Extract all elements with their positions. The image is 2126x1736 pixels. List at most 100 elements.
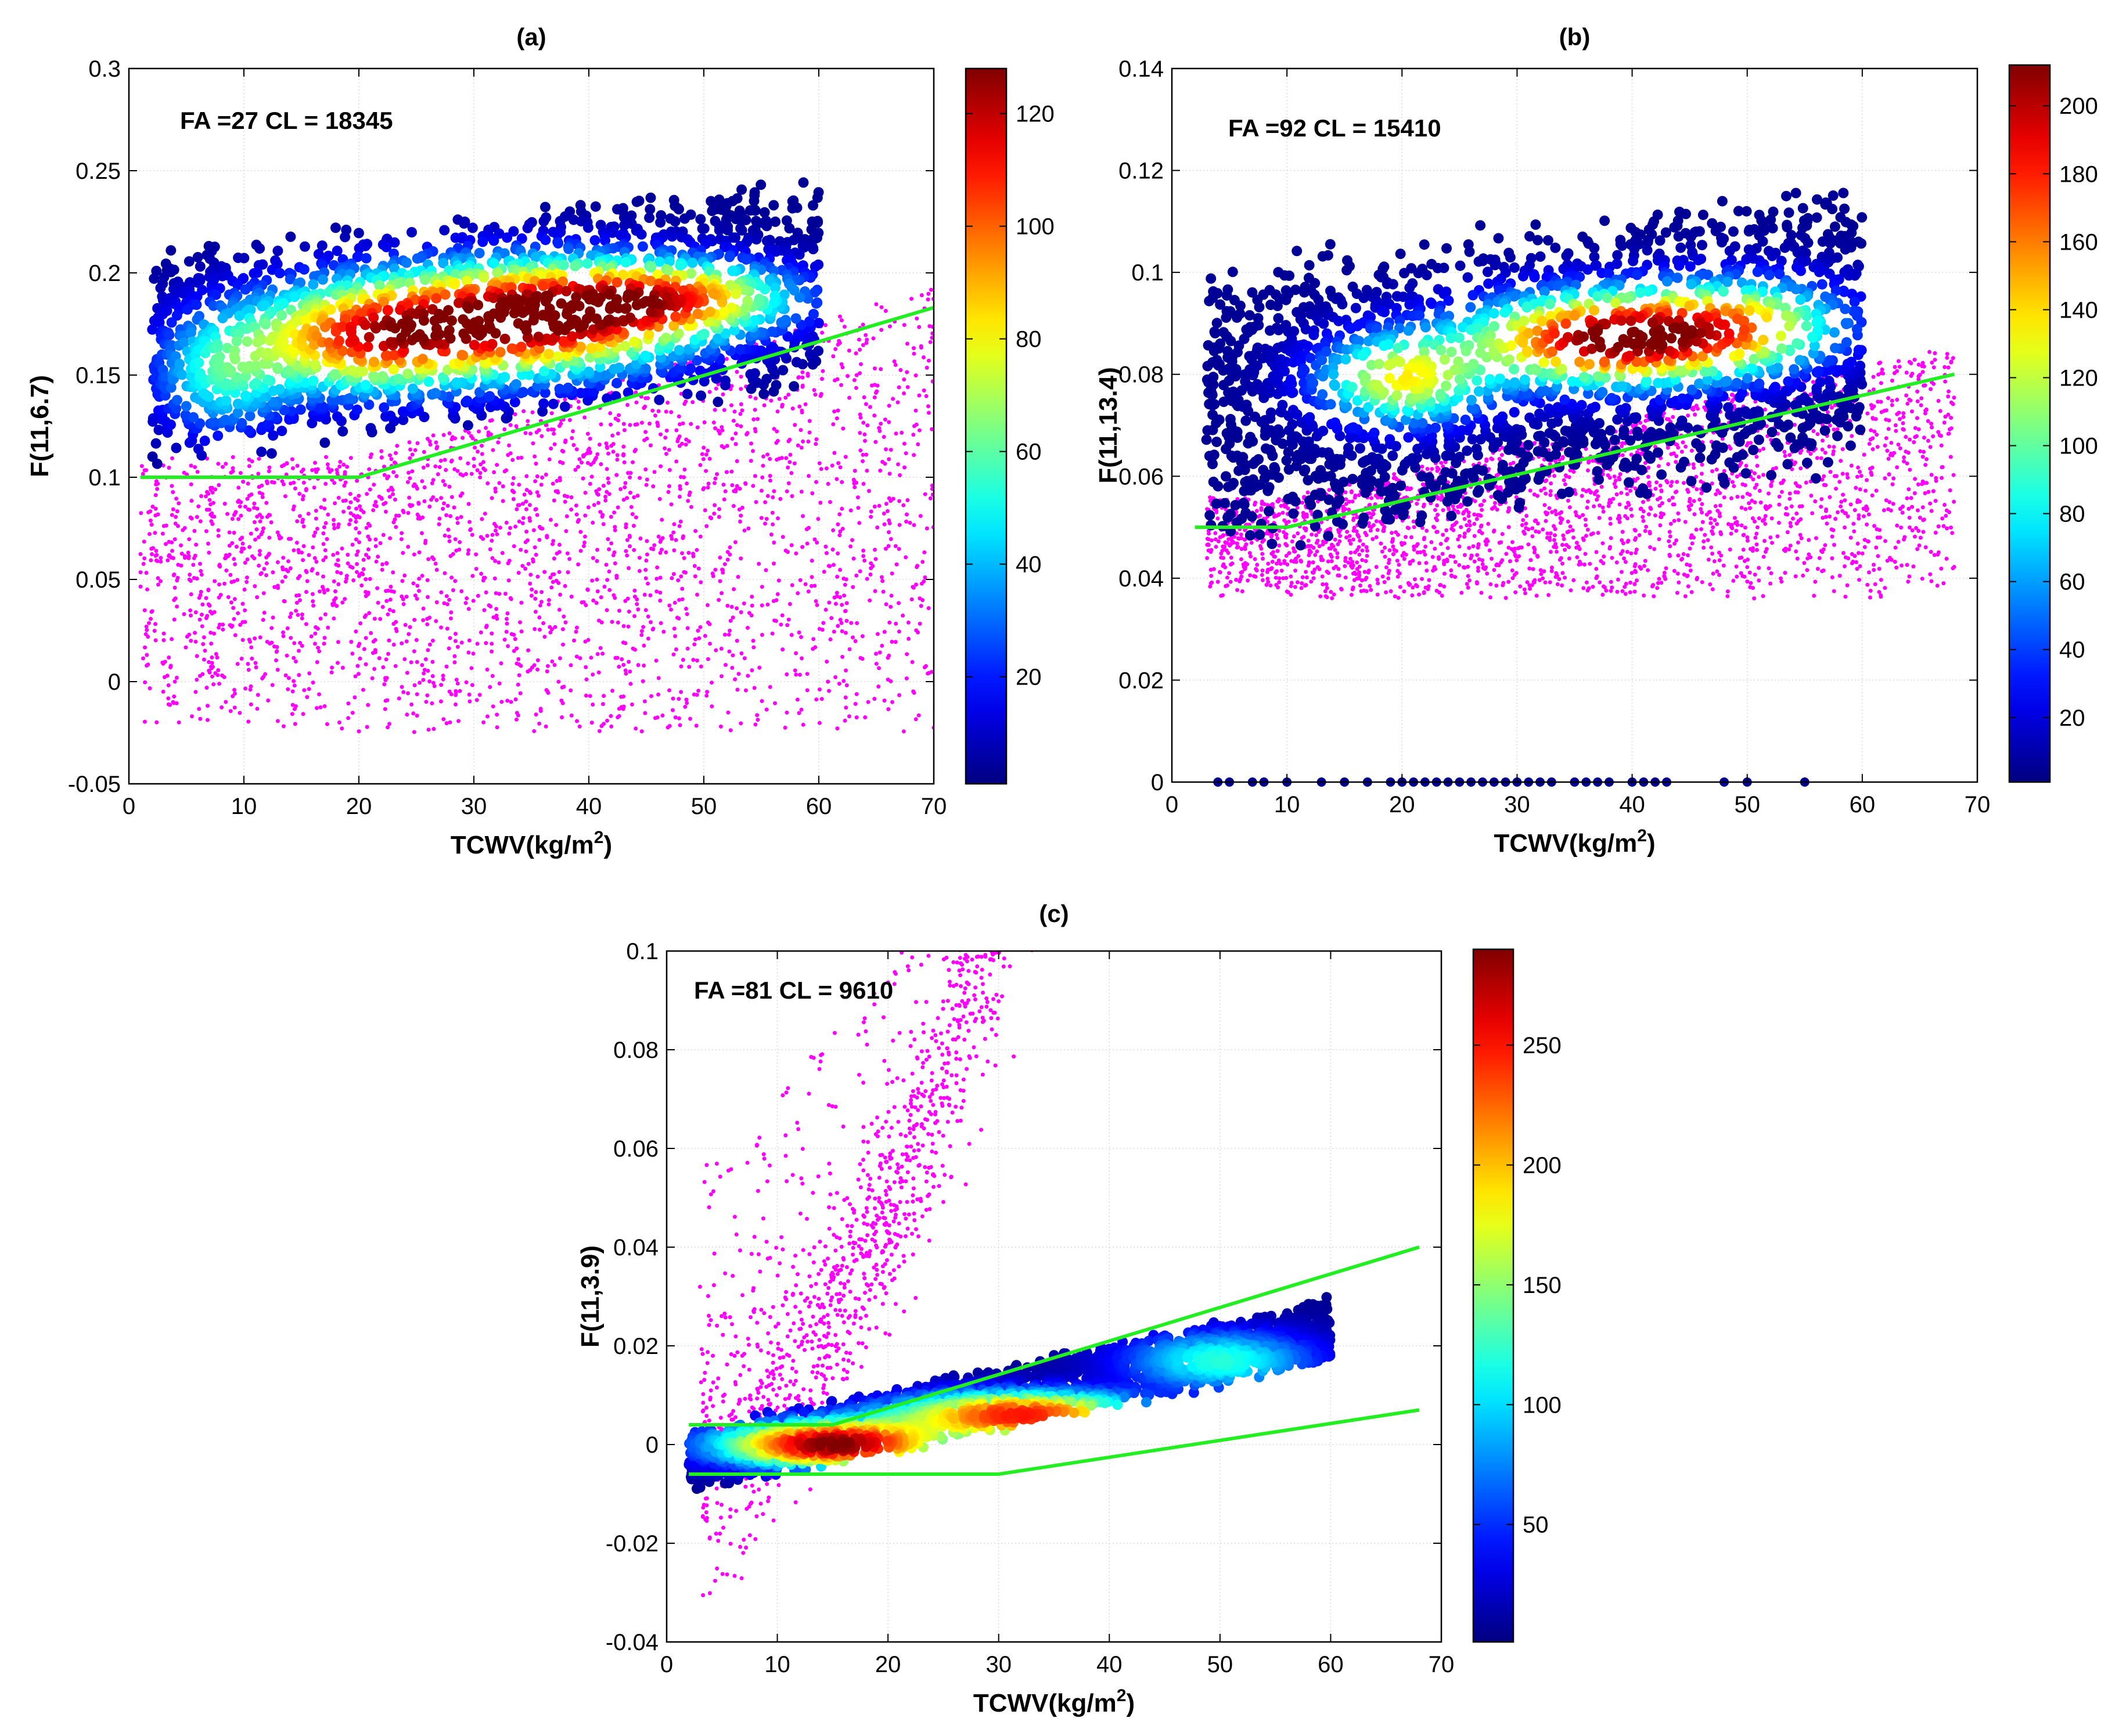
y-tick-label: -0.05 (68, 772, 121, 797)
density-point (652, 269, 663, 280)
scatter-point (364, 525, 369, 530)
scatter-point (537, 721, 542, 726)
scatter-point (636, 607, 641, 612)
scatter-point (606, 481, 611, 485)
scatter-point (720, 425, 724, 430)
scatter-point (212, 631, 217, 636)
scatter-point (441, 433, 446, 437)
scatter-point (505, 617, 509, 621)
scatter-point (652, 543, 657, 548)
scatter-point (210, 661, 214, 665)
density-point (636, 229, 647, 240)
scatter-point (1688, 568, 1693, 573)
density-point (263, 418, 274, 429)
scatter-point (735, 639, 739, 643)
density-point (590, 201, 601, 212)
scatter-point (661, 629, 666, 634)
scatter-point (819, 697, 824, 701)
scatter-point (442, 601, 447, 606)
density-point (310, 359, 321, 370)
scatter-point (693, 574, 697, 579)
scatter-point (538, 603, 542, 608)
scatter-point (789, 471, 794, 476)
scatter-point (334, 562, 339, 567)
scatter-point (797, 630, 801, 635)
scatter-point (413, 448, 418, 452)
scatter-point (322, 498, 327, 502)
density-point (794, 292, 805, 303)
scatter-point (798, 578, 803, 582)
scatter-point (601, 522, 606, 527)
scatter-point (843, 582, 847, 587)
colorbar-tick-label: 100 (1016, 214, 1055, 240)
scatter-point (458, 689, 462, 693)
scatter-point (532, 729, 537, 733)
density-point (379, 402, 390, 413)
scatter-point (549, 446, 553, 451)
scatter-point (720, 428, 725, 433)
density-point (704, 307, 715, 318)
scatter-point (332, 481, 337, 485)
density-point (586, 343, 597, 354)
scatter-point (518, 620, 522, 625)
scatter-point (174, 701, 179, 705)
scatter-point (484, 590, 488, 595)
scatter-point (660, 536, 665, 541)
scatter-point (880, 579, 885, 584)
scatter-point (595, 589, 600, 593)
scatter-point (669, 410, 674, 415)
scatter-point (891, 397, 895, 401)
scatter-point (609, 724, 614, 729)
density-point (337, 321, 348, 332)
scatter-point (517, 519, 521, 524)
scatter-point (469, 666, 474, 671)
scatter-point (800, 656, 804, 661)
scatter-point (598, 510, 603, 514)
scatter-point (393, 498, 397, 502)
density-point (479, 272, 490, 283)
scatter-point (679, 574, 684, 579)
density-point (220, 415, 231, 426)
density-point (389, 237, 400, 248)
scatter-point (911, 585, 916, 590)
density-point (600, 235, 610, 246)
scatter-point (850, 538, 854, 542)
density-point (495, 347, 506, 358)
scatter-point (391, 609, 395, 614)
scatter-point (760, 633, 764, 637)
scatter-point (520, 521, 525, 525)
density-point (776, 317, 787, 328)
density-point (595, 362, 606, 373)
scatter-point (685, 646, 690, 651)
scatter-point (502, 427, 507, 431)
scatter-point (614, 473, 619, 477)
scatter-point (378, 541, 383, 545)
scatter-point (904, 512, 909, 517)
density-point (560, 401, 570, 412)
scatter-point (490, 418, 494, 423)
scatter-point (202, 635, 206, 640)
scatter-point (790, 494, 794, 498)
density-point (361, 253, 372, 264)
scatter-point (297, 574, 302, 578)
scatter-point (733, 431, 738, 436)
scatter-point (637, 556, 642, 560)
density-point (279, 405, 290, 416)
scatter-point (723, 489, 728, 494)
scatter-point (854, 715, 859, 720)
scatter-point (887, 653, 891, 658)
scatter-point (420, 574, 425, 578)
scatter-point (412, 618, 417, 622)
scatter-point (880, 460, 885, 464)
scatter-point (546, 602, 551, 607)
scatter-point (361, 687, 365, 692)
density-point (378, 297, 389, 308)
scatter-point (154, 549, 159, 553)
scatter-point (461, 473, 465, 478)
scatter-point (642, 438, 647, 442)
scatter-point (754, 500, 758, 505)
scatter-point (249, 702, 253, 707)
scatter-point (1893, 560, 1897, 564)
scatter-point (189, 463, 193, 468)
